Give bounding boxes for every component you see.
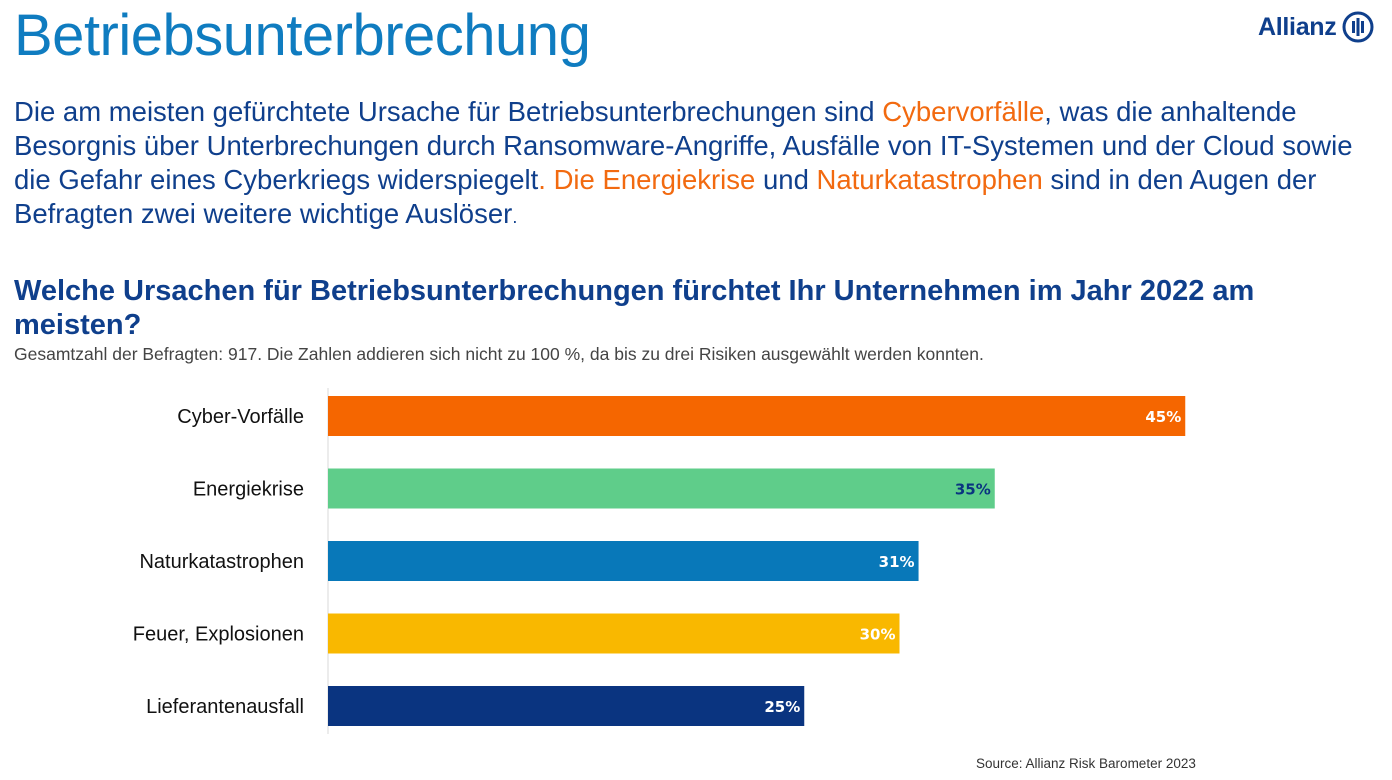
intro-highlight-cyber: Cybervorfälle (882, 96, 1045, 127)
value-label-3: 30% (860, 626, 896, 644)
intro-highlight-nature: Naturkatastrophen (816, 164, 1043, 195)
category-label-0: Cyber-Vorfälle (177, 406, 304, 428)
bar-1 (328, 468, 995, 509)
category-label-3: Feuer, Explosionen (133, 624, 304, 646)
intro-text-1: Die am meisten gefürchtete Ursache für B… (14, 96, 883, 127)
logo-text: Allianz (1258, 12, 1337, 41)
category-label-4: Lieferantenausfall (146, 696, 304, 718)
intro-highlight-energy: . Die Energiekrise (538, 164, 756, 195)
value-label-1: 35% (955, 481, 991, 499)
intro-text-4: sind in den Augen der Befragten zwei wei… (14, 164, 1317, 229)
intro-text-5: . (512, 207, 518, 227)
intro-paragraph: Die am meisten gefürchtete Ursache für B… (14, 95, 1374, 234)
value-label-0: 45% (1145, 408, 1181, 426)
bar-4 (328, 686, 805, 726)
bar-0 (328, 396, 1186, 436)
bar-chart: Cyber-Vorfälle 45% Energiekrise 35% Naturkat… (133, 388, 1186, 734)
category-label-2: Naturkatastrophen (139, 551, 304, 573)
value-label-4: 25% (764, 698, 800, 716)
source-note: Source: Allianz Risk Barometer 2023 (976, 756, 1196, 771)
value-label-2: 31% (879, 553, 915, 571)
category-label-1: Energiekrise (193, 479, 304, 501)
intro-text-3: und (755, 164, 817, 195)
bar-2 (328, 541, 919, 581)
allianz-eagle-icon (1342, 11, 1374, 43)
allianz-logo: Allianz (1258, 10, 1374, 44)
page-title: Betriebsunterbrechung (14, 3, 591, 68)
intro-text-2: , was die anhaltende Besorgnis über Unte… (14, 96, 1353, 195)
chart-subtitle: Gesamtzahl der Befragten: 917. Die Zahle… (14, 344, 984, 364)
bar-3 (328, 613, 900, 654)
chart-title: Welche Ursachen für Betriebsunterbrechun… (14, 275, 1255, 341)
